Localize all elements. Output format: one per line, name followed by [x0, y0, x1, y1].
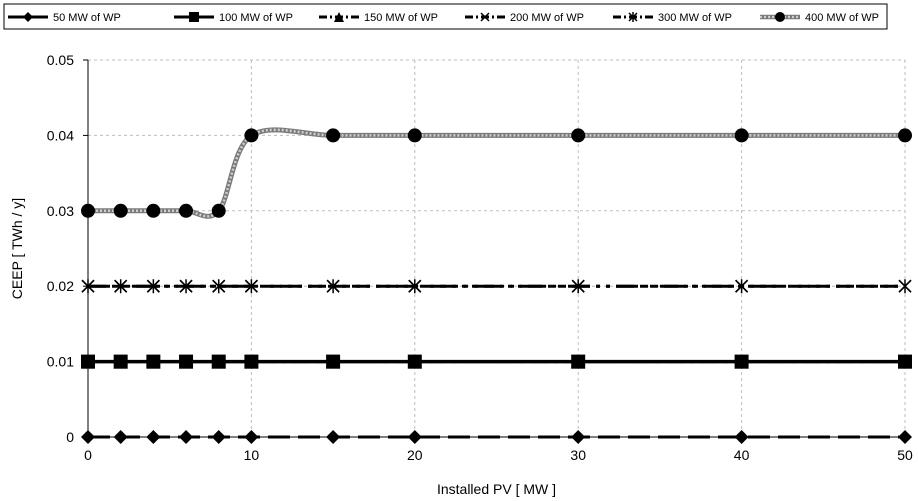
- legend-label: 100 MW of WP: [219, 12, 293, 24]
- x-tick-label: 40: [734, 447, 750, 463]
- data-point: [571, 430, 586, 444]
- data-point: [244, 128, 259, 143]
- data-point: [734, 354, 749, 369]
- series-300-mw-of-wp: [81, 279, 912, 294]
- data-point: [244, 354, 259, 369]
- data-point: [179, 279, 193, 294]
- x-tick-label: 0: [84, 447, 92, 463]
- data-point: [407, 430, 422, 444]
- data-point: [113, 430, 128, 444]
- legend-label: 400 MW of WP: [805, 12, 879, 24]
- data-point: [898, 128, 912, 143]
- legend-label: 150 MW of WP: [364, 12, 438, 24]
- data-point: [244, 430, 259, 444]
- x-axis-title: Installed PV [ MW ]: [437, 481, 556, 497]
- data-point: [113, 203, 128, 218]
- legend-item: 50 MW of WP: [8, 12, 121, 24]
- legend-item: 300 MW of WP: [613, 12, 732, 24]
- x-tick-label: 30: [570, 447, 586, 463]
- data-point: [571, 128, 586, 143]
- data-point: [898, 354, 912, 369]
- x-tick-label: 20: [407, 447, 423, 463]
- data-point: [898, 430, 912, 444]
- data-point: [571, 354, 586, 369]
- data-point: [146, 279, 160, 294]
- series-line: [88, 128, 905, 218]
- legend-marker: [480, 12, 490, 22]
- legend-marker: [23, 12, 33, 22]
- data-point: [81, 203, 95, 218]
- legend-marker: [334, 12, 344, 22]
- data-point: [211, 354, 226, 369]
- legend: 50 MW of WP 100 MW of WP 150 MW of WP 200 M…: [3, 3, 888, 30]
- y-tick-label: 0.04: [47, 127, 74, 143]
- data-point: [326, 430, 341, 444]
- legend-marker: [189, 12, 199, 22]
- y-tick-label: 0: [66, 429, 74, 445]
- legend-label: 300 MW of WP: [658, 12, 732, 24]
- tick-labels: 0 0.01 0.02 0.03 0.04 0.05 0 10 20 30 40 50: [47, 52, 913, 463]
- data-point: [179, 354, 194, 369]
- legend-marker: [628, 12, 638, 22]
- series-line-outline: [88, 127, 905, 219]
- data-point: [211, 430, 226, 444]
- legend-item: 100 MW of WP: [174, 12, 293, 24]
- legend-item: 150 MW of WP: [319, 12, 438, 24]
- data-point: [244, 279, 258, 294]
- data-point: [326, 354, 341, 369]
- data-point: [571, 279, 585, 294]
- data-point: [898, 279, 912, 294]
- data-point: [81, 354, 95, 369]
- legend-box: [3, 3, 888, 30]
- grid-lines: [88, 59, 906, 437]
- data-point: [212, 279, 226, 294]
- data-point: [81, 430, 95, 444]
- data-point: [81, 279, 95, 294]
- data-point: [735, 279, 749, 294]
- data-point: [407, 128, 422, 143]
- data-point: [326, 279, 340, 294]
- series-50-mw-of-wp: [81, 430, 912, 444]
- data-point: [734, 128, 749, 143]
- data-point: [114, 279, 128, 294]
- data-point: [146, 354, 161, 369]
- data-point: [113, 354, 128, 369]
- legend-label: 50 MW of WP: [53, 12, 121, 24]
- y-axis-title: CEEP [ TWh / y]: [9, 198, 25, 299]
- y-tick-label: 0.01: [47, 354, 74, 370]
- x-tick-label: 10: [244, 447, 260, 463]
- legend-label: 200 MW of WP: [510, 12, 584, 24]
- data-point: [211, 203, 226, 218]
- axes: [83, 59, 906, 442]
- legend-item: 400 MW of WP: [760, 12, 879, 24]
- y-tick-label: 0.05: [47, 52, 74, 68]
- y-tick-label: 0.03: [47, 203, 74, 219]
- legend-marker: [775, 12, 785, 22]
- legend-item: 200 MW of WP: [465, 12, 584, 24]
- data-point: [179, 203, 194, 218]
- series-group: [81, 127, 912, 444]
- data-point: [179, 430, 194, 444]
- series-150-mw-of-wp: [81, 354, 912, 369]
- data-point: [326, 128, 341, 143]
- data-point: [407, 354, 422, 369]
- data-point: [408, 279, 422, 294]
- data-point: [146, 430, 161, 444]
- x-tick-label: 50: [897, 447, 913, 463]
- data-point: [734, 430, 749, 444]
- series-400-mw-of-wp: [81, 127, 912, 219]
- data-point: [146, 203, 161, 218]
- y-tick-label: 0.02: [47, 278, 74, 294]
